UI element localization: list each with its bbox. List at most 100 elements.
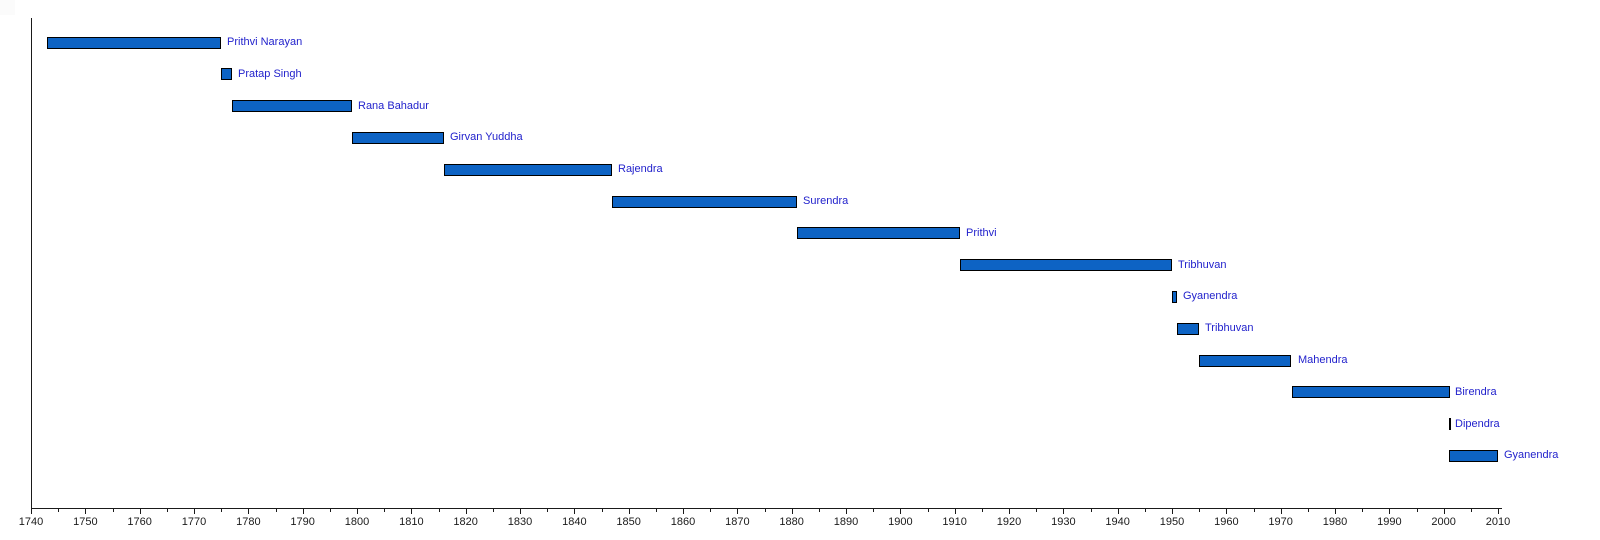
reign-bar-birendra [1292,386,1450,398]
minor-tick [439,509,440,512]
x-tick-label: 1920 [996,516,1022,528]
reign-bar-tribhuvan [1177,323,1199,335]
reign-label-birendra: Birendra [1455,386,1497,398]
x-tick-label: 1830 [507,516,533,528]
reign-label-pratap-singh: Pratap Singh [238,68,302,80]
major-tick [357,509,358,514]
major-tick [574,509,575,514]
major-tick [31,509,32,514]
reign-bar-surendra [612,196,797,208]
minor-tick [1254,509,1255,512]
x-tick-label: 1980 [1322,516,1348,528]
minor-tick [710,509,711,512]
minor-tick [276,509,277,512]
reign-label-surendra: Surendra [803,195,849,207]
reign-bar-pratap-singh [221,68,232,80]
x-axis-line [31,508,1502,509]
x-tick-label: 1910 [942,516,967,528]
x-tick-label: 1750 [73,516,98,528]
reign-bar-gyanendra [1449,450,1498,462]
minor-tick [1471,509,1472,512]
x-tick-label: 1790 [290,516,315,528]
reign-bar-rajendra [444,164,612,176]
x-tick-label: 2010 [1485,516,1511,528]
reign-bar-gyanendra [1172,291,1177,303]
x-tick-label: 1820 [453,516,478,528]
x-tick-label: 1770 [181,516,207,528]
minor-tick [1199,509,1200,512]
x-tick-label: 1900 [888,516,913,528]
minor-tick [58,509,59,512]
major-tick [85,509,86,514]
reign-label-gyanendra: Gyanendra [1183,290,1238,302]
x-tick-label: 1970 [1268,516,1293,528]
x-tick-label: 1810 [399,516,424,528]
x-tick-label: 1890 [833,516,859,528]
minor-tick [602,509,603,512]
reign-label-tribhuvan: Tribhuvan [1178,259,1227,271]
minor-tick [1308,509,1309,512]
major-tick [194,509,195,514]
major-tick [1009,509,1010,514]
major-tick [629,509,630,514]
minor-tick [873,509,874,512]
x-tick-label: 1800 [344,516,370,528]
minor-tick [113,509,114,512]
reign-label-tribhuvan: Tribhuvan [1205,322,1254,334]
major-tick [846,509,847,514]
major-tick [140,509,141,514]
x-tick-label: 2000 [1431,516,1456,528]
reign-bar-tribhuvan [960,259,1172,271]
major-tick [1172,509,1173,514]
reign-bar-prithvi [797,227,960,239]
minor-tick [765,509,766,512]
x-tick-label: 1940 [1105,516,1130,528]
major-tick [1063,509,1064,514]
reign-marker-dipendra [1449,418,1451,430]
minor-tick [1362,509,1363,512]
reign-label-prithvi: Prithvi [966,227,997,239]
reign-label-mahendra: Mahendra [1298,354,1348,366]
major-tick [792,509,793,514]
major-tick [520,509,521,514]
minor-tick [1091,509,1092,512]
y-axis-line [31,18,32,508]
major-tick [1226,509,1227,514]
x-tick-label: 1760 [127,516,152,528]
x-tick-label: 1960 [1214,516,1239,528]
reign-label-rana-bahadur: Rana Bahadur [358,100,429,112]
minor-tick [1417,509,1418,512]
minor-tick [167,509,168,512]
x-tick-label: 1840 [562,516,587,528]
x-tick-label: 1950 [1159,516,1185,528]
reign-label-rajendra: Rajendra [618,163,663,175]
minor-tick [221,509,222,512]
major-tick [1444,509,1445,514]
minor-tick [493,509,494,512]
minor-tick [1145,509,1146,512]
minor-tick [384,509,385,512]
major-tick [683,509,684,514]
x-tick-label: 1990 [1377,516,1402,528]
major-tick [1498,509,1499,514]
x-tick-label: 1930 [1051,516,1076,528]
x-tick-label: 1860 [670,516,696,528]
reign-bar-prithvi-narayan [47,37,221,49]
minor-tick [330,509,331,512]
x-tick-label: 1740 [18,516,44,528]
major-tick [1118,509,1119,514]
major-tick [1389,509,1390,514]
x-tick-label: 1850 [616,516,641,528]
x-tick-label: 1780 [236,516,261,528]
reign-bar-girvan-yuddha [352,132,444,144]
minor-tick [982,509,983,512]
x-tick-label: 1870 [725,516,750,528]
minor-tick [547,509,548,512]
major-tick [303,509,304,514]
reign-label-gyanendra: Gyanendra [1504,449,1559,461]
major-tick [1281,509,1282,514]
reign-label-prithvi-narayan: Prithvi Narayan [227,36,303,48]
reign-label-dipendra: Dipendra [1455,418,1500,430]
major-tick [955,509,956,514]
